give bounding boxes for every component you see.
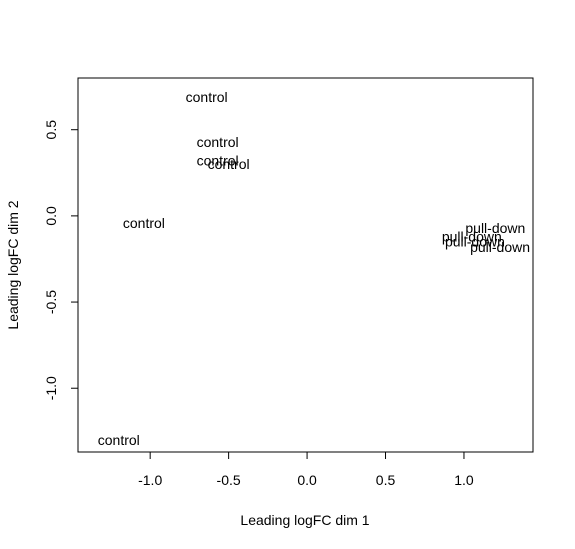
point-label: control [186, 89, 228, 105]
point-label: pull-down [442, 229, 502, 245]
point-label: control [123, 215, 165, 231]
x-tick-label: 1.0 [454, 472, 474, 488]
y-axis-title: Leading logFC dim 2 [5, 200, 21, 329]
point-labels: controlcontrolcontrolcontrolcontrolcontr… [98, 89, 530, 448]
point-label: control [98, 432, 140, 448]
plot-box [77, 77, 534, 453]
y-tick-label: -1.0 [43, 376, 59, 400]
x-axis-title: Leading logFC dim 1 [240, 512, 369, 528]
y-tick-label: 0.5 [43, 120, 59, 140]
point-label: control [197, 134, 239, 150]
point-label: pull-down [470, 239, 530, 255]
point-label: pull-down [465, 220, 525, 236]
point-label: control [197, 153, 239, 169]
x-tick-label: -0.5 [217, 472, 241, 488]
y-axis: -1.0 -0.5 0.0 0.5 [43, 120, 79, 400]
x-axis: -1.0 -0.5 0.0 0.5 1.0 [138, 451, 474, 488]
x-tick-label: -1.0 [138, 472, 162, 488]
point-label: pull-down [445, 234, 505, 250]
point-label: control [208, 156, 250, 172]
x-tick-label: 0.5 [376, 472, 396, 488]
y-tick-label: 0.0 [43, 206, 59, 226]
x-tick-label: 0.0 [297, 472, 317, 488]
y-tick-label: -0.5 [43, 290, 59, 314]
